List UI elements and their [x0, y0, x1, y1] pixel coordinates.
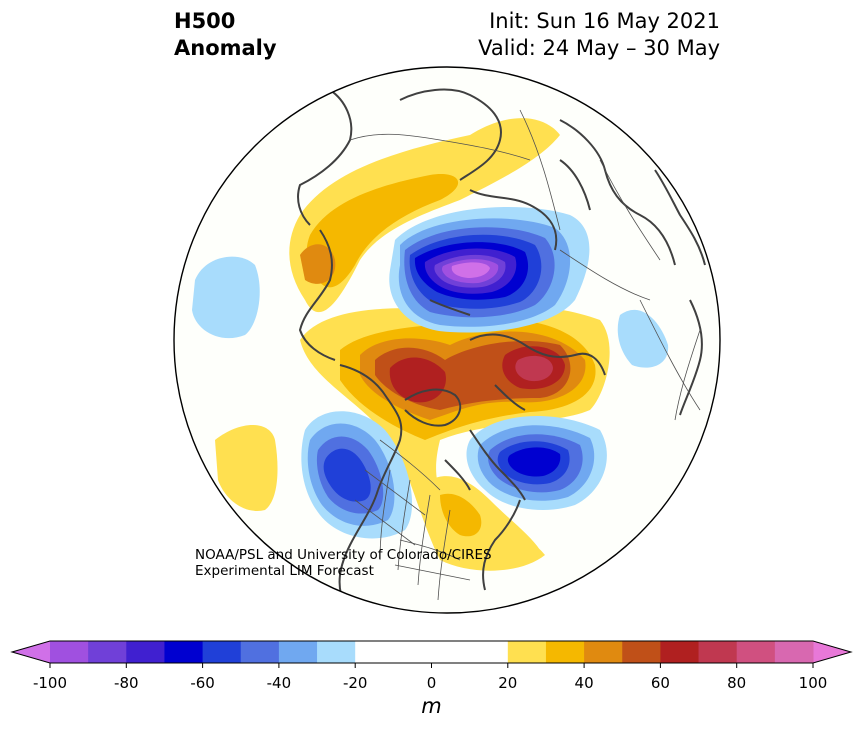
valid-range: Valid: 24 May – 30 May	[478, 36, 720, 60]
positive-eastern-us	[430, 476, 540, 566]
colorbar-segment	[126, 641, 165, 663]
credit-text: NOAA/PSL and University of Colorado/CIRE…	[195, 547, 492, 579]
colorbar-segment	[774, 641, 814, 663]
colorbar-tick-label: -100	[33, 674, 67, 692]
colorbar-tick-label: 0	[427, 674, 437, 692]
init-date: Init: Sun 16 May 2021	[489, 9, 720, 33]
colorbar-tick-label: 100	[799, 674, 828, 692]
coastlines	[297, 88, 706, 606]
colorbar-tick-label: -20	[343, 674, 368, 692]
title-field: Anomaly	[174, 36, 277, 60]
colorbar-unit: m	[421, 694, 442, 718]
negative-scandinavia	[617, 309, 669, 368]
colorbar-segment	[50, 641, 89, 663]
colorbar-segment	[622, 641, 661, 663]
map-boundary	[173, 66, 721, 614]
credit-line1: NOAA/PSL and University of Colorado/CIRE…	[195, 547, 492, 563]
positive-band-siberia	[289, 118, 560, 313]
colorbar-segment	[278, 641, 318, 663]
colorbar-segment	[698, 641, 738, 663]
positive-band-arctic	[300, 304, 610, 571]
colorbar-segment	[660, 641, 700, 663]
colorbar-tick-label: 20	[498, 674, 517, 692]
anomaly-fill	[192, 88, 706, 606]
negative-low-eurasia	[389, 207, 590, 333]
colorbar-tick-label: 60	[651, 674, 670, 692]
negative-atlantic	[466, 416, 607, 510]
colorbar-segment	[393, 641, 471, 663]
colorbar-segment	[317, 641, 356, 663]
colorbar-tick-label: -80	[114, 674, 139, 692]
colorbar: -100 -80 -60 -40 -20 0 20 40 60 80 100	[10, 640, 853, 692]
plot-title: H500 Anomaly	[174, 8, 277, 62]
colorbar-segment	[88, 641, 127, 663]
colorbar-tick-label: 80	[727, 674, 746, 692]
forecast-dates: Init: Sun 16 May 2021 Valid: 24 May – 30…	[478, 8, 720, 62]
colorbar-segment	[736, 641, 776, 663]
colorbar-tick-label: -60	[190, 674, 215, 692]
borders	[349, 109, 701, 601]
colorbar-extend-low	[12, 641, 50, 663]
colorbar-segment	[164, 641, 204, 663]
title-variable: H500	[174, 9, 236, 33]
colorbar-segment	[469, 641, 509, 663]
colorbar-tick-label: -40	[267, 674, 292, 692]
colorbar-segment	[545, 641, 585, 663]
colorbar-extend-high	[813, 641, 851, 663]
colorbar-segment	[202, 641, 242, 663]
colorbar-segment	[507, 641, 547, 663]
colorbar-segment	[355, 641, 394, 663]
colorbar-segment	[240, 641, 280, 663]
positive-pacific	[215, 425, 278, 511]
colorbar-segment	[584, 641, 623, 663]
negative-pacific	[192, 256, 260, 339]
credit-line2: Experimental LIM Forecast	[195, 563, 374, 579]
colorbar-tick-label: 40	[575, 674, 594, 692]
